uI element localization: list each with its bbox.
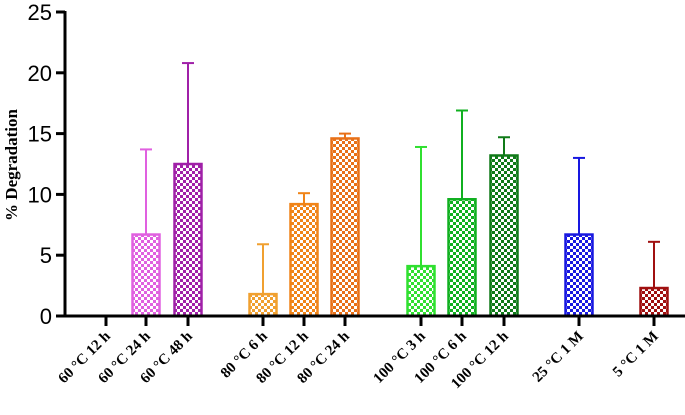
bar xyxy=(639,286,669,318)
bar xyxy=(406,264,436,318)
y-ticks: 0 5 10 15 20 25 xyxy=(28,0,65,329)
x-tick-label: 5 °C 1 M xyxy=(610,329,662,381)
bar xyxy=(447,198,477,318)
bar xyxy=(564,233,594,318)
x-tick-label: 25 °C 1 M xyxy=(530,329,587,386)
bar xyxy=(330,137,360,318)
x-tick-labels: 60 °C 12 h60 °C 24 h60 °C 48 h 80 °C 6 h8… xyxy=(56,316,662,392)
bar xyxy=(131,233,161,318)
bar xyxy=(289,202,319,318)
axes-layer xyxy=(63,11,685,318)
bar xyxy=(248,292,278,318)
bar xyxy=(489,154,519,318)
y-tick-label: 0 xyxy=(40,304,52,329)
y-axis-label: % Degradation xyxy=(2,109,21,221)
y-tick-label: 5 xyxy=(40,243,52,268)
y-tick-label: 25 xyxy=(28,0,52,25)
y-tick-label: 10 xyxy=(28,182,52,207)
y-tick-label: 20 xyxy=(28,61,52,86)
bar xyxy=(173,162,203,318)
y-tick-label: 15 xyxy=(28,122,52,147)
bars-layer xyxy=(131,62,669,318)
